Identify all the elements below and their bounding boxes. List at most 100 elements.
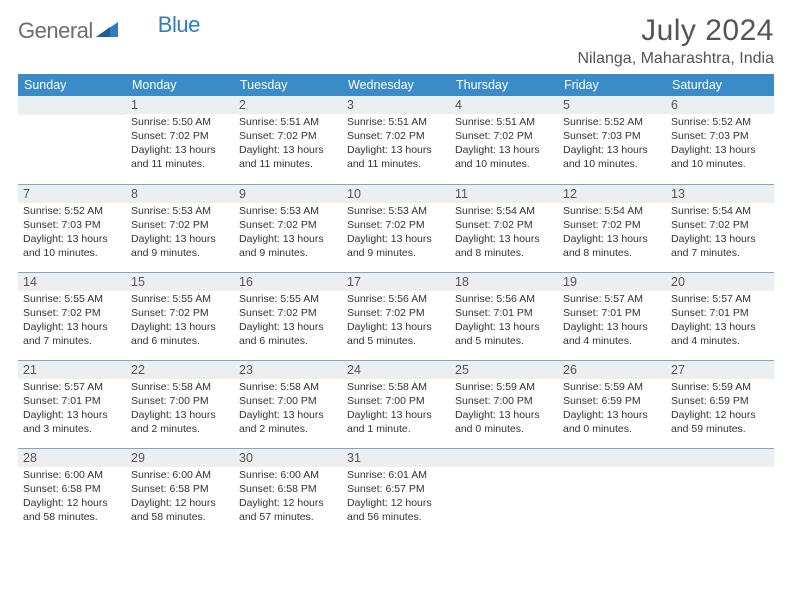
calendar-cell: 19Sunrise: 5:57 AMSunset: 7:01 PMDayligh… xyxy=(558,272,666,360)
day-details: Sunrise: 5:54 AMSunset: 7:02 PMDaylight:… xyxy=(666,203,774,264)
day-details: Sunrise: 5:56 AMSunset: 7:01 PMDaylight:… xyxy=(450,291,558,352)
calendar-cell: 5Sunrise: 5:52 AMSunset: 7:03 PMDaylight… xyxy=(558,96,666,184)
calendar-cell: 17Sunrise: 5:56 AMSunset: 7:02 PMDayligh… xyxy=(342,272,450,360)
calendar-cell: 8Sunrise: 5:53 AMSunset: 7:02 PMDaylight… xyxy=(126,184,234,272)
day-details: Sunrise: 5:57 AMSunset: 7:01 PMDaylight:… xyxy=(558,291,666,352)
day-number: 18 xyxy=(450,272,558,291)
day-number: 7 xyxy=(18,184,126,203)
calendar-cell-empty xyxy=(450,448,558,536)
logo-text-blue: Blue xyxy=(158,12,200,38)
day-number: 24 xyxy=(342,360,450,379)
day-details: Sunrise: 6:01 AMSunset: 6:57 PMDaylight:… xyxy=(342,467,450,528)
calendar-cell: 16Sunrise: 5:55 AMSunset: 7:02 PMDayligh… xyxy=(234,272,342,360)
day-number: 11 xyxy=(450,184,558,203)
calendar-row: 21Sunrise: 5:57 AMSunset: 7:01 PMDayligh… xyxy=(18,360,774,448)
day-number: 9 xyxy=(234,184,342,203)
day-number: 8 xyxy=(126,184,234,203)
day-details: Sunrise: 5:55 AMSunset: 7:02 PMDaylight:… xyxy=(234,291,342,352)
weekday-header: Monday xyxy=(126,74,234,96)
weekday-header: Saturday xyxy=(666,74,774,96)
day-details: Sunrise: 5:55 AMSunset: 7:02 PMDaylight:… xyxy=(18,291,126,352)
day-number: 25 xyxy=(450,360,558,379)
day-number: 28 xyxy=(18,448,126,467)
calendar-cell: 11Sunrise: 5:54 AMSunset: 7:02 PMDayligh… xyxy=(450,184,558,272)
day-number: 16 xyxy=(234,272,342,291)
calendar-cell: 10Sunrise: 5:53 AMSunset: 7:02 PMDayligh… xyxy=(342,184,450,272)
calendar-cell: 29Sunrise: 6:00 AMSunset: 6:58 PMDayligh… xyxy=(126,448,234,536)
calendar-cell: 30Sunrise: 6:00 AMSunset: 6:58 PMDayligh… xyxy=(234,448,342,536)
day-number: 20 xyxy=(666,272,774,291)
location-text: Nilanga, Maharashtra, India xyxy=(577,50,774,68)
title-block: July 2024 Nilanga, Maharashtra, India xyxy=(577,14,774,68)
day-details: Sunrise: 5:52 AMSunset: 7:03 PMDaylight:… xyxy=(18,203,126,264)
calendar-cell: 1Sunrise: 5:50 AMSunset: 7:02 PMDaylight… xyxy=(126,96,234,184)
day-number: 1 xyxy=(126,96,234,114)
day-details: Sunrise: 5:57 AMSunset: 7:01 PMDaylight:… xyxy=(666,291,774,352)
calendar-cell: 23Sunrise: 5:58 AMSunset: 7:00 PMDayligh… xyxy=(234,360,342,448)
day-details: Sunrise: 5:53 AMSunset: 7:02 PMDaylight:… xyxy=(126,203,234,264)
calendar-cell: 4Sunrise: 5:51 AMSunset: 7:02 PMDaylight… xyxy=(450,96,558,184)
day-number: 19 xyxy=(558,272,666,291)
calendar-cell: 25Sunrise: 5:59 AMSunset: 7:00 PMDayligh… xyxy=(450,360,558,448)
day-details: Sunrise: 5:56 AMSunset: 7:02 PMDaylight:… xyxy=(342,291,450,352)
calendar-cell: 2Sunrise: 5:51 AMSunset: 7:02 PMDaylight… xyxy=(234,96,342,184)
day-number xyxy=(558,448,666,467)
calendar-cell: 18Sunrise: 5:56 AMSunset: 7:01 PMDayligh… xyxy=(450,272,558,360)
calendar-body: 1Sunrise: 5:50 AMSunset: 7:02 PMDaylight… xyxy=(18,96,774,536)
day-number xyxy=(666,448,774,467)
day-number: 5 xyxy=(558,96,666,114)
header: General Blue July 2024 Nilanga, Maharash… xyxy=(18,14,774,68)
calendar-cell-empty xyxy=(558,448,666,536)
day-number: 14 xyxy=(18,272,126,291)
logo-text-general: General xyxy=(18,18,93,44)
calendar-cell: 20Sunrise: 5:57 AMSunset: 7:01 PMDayligh… xyxy=(666,272,774,360)
day-details: Sunrise: 5:58 AMSunset: 7:00 PMDaylight:… xyxy=(234,379,342,440)
day-details: Sunrise: 5:53 AMSunset: 7:02 PMDaylight:… xyxy=(234,203,342,264)
day-details: Sunrise: 6:00 AMSunset: 6:58 PMDaylight:… xyxy=(234,467,342,528)
day-details: Sunrise: 5:51 AMSunset: 7:02 PMDaylight:… xyxy=(234,114,342,175)
day-details: Sunrise: 5:59 AMSunset: 6:59 PMDaylight:… xyxy=(666,379,774,440)
day-details: Sunrise: 5:50 AMSunset: 7:02 PMDaylight:… xyxy=(126,114,234,175)
day-number: 3 xyxy=(342,96,450,114)
logo-triangle-icon xyxy=(96,21,118,42)
calendar-cell: 6Sunrise: 5:52 AMSunset: 7:03 PMDaylight… xyxy=(666,96,774,184)
day-details: Sunrise: 5:55 AMSunset: 7:02 PMDaylight:… xyxy=(126,291,234,352)
calendar-cell: 15Sunrise: 5:55 AMSunset: 7:02 PMDayligh… xyxy=(126,272,234,360)
calendar-row: 28Sunrise: 6:00 AMSunset: 6:58 PMDayligh… xyxy=(18,448,774,536)
calendar-row: 1Sunrise: 5:50 AMSunset: 7:02 PMDaylight… xyxy=(18,96,774,184)
day-number: 4 xyxy=(450,96,558,114)
calendar-cell: 9Sunrise: 5:53 AMSunset: 7:02 PMDaylight… xyxy=(234,184,342,272)
logo: General Blue xyxy=(18,18,200,44)
weekday-header: Wednesday xyxy=(342,74,450,96)
page-title: July 2024 xyxy=(577,14,774,48)
day-number: 30 xyxy=(234,448,342,467)
day-details: Sunrise: 5:53 AMSunset: 7:02 PMDaylight:… xyxy=(342,203,450,264)
calendar-cell-empty xyxy=(666,448,774,536)
day-details: Sunrise: 6:00 AMSunset: 6:58 PMDaylight:… xyxy=(126,467,234,528)
weekday-header-row: SundayMondayTuesdayWednesdayThursdayFrid… xyxy=(18,74,774,96)
day-details: Sunrise: 5:52 AMSunset: 7:03 PMDaylight:… xyxy=(666,114,774,175)
calendar-cell: 27Sunrise: 5:59 AMSunset: 6:59 PMDayligh… xyxy=(666,360,774,448)
day-number: 22 xyxy=(126,360,234,379)
day-number: 27 xyxy=(666,360,774,379)
day-details: Sunrise: 5:58 AMSunset: 7:00 PMDaylight:… xyxy=(342,379,450,440)
day-details: Sunrise: 5:58 AMSunset: 7:00 PMDaylight:… xyxy=(126,379,234,440)
calendar-cell: 14Sunrise: 5:55 AMSunset: 7:02 PMDayligh… xyxy=(18,272,126,360)
day-number: 31 xyxy=(342,448,450,467)
calendar-cell: 31Sunrise: 6:01 AMSunset: 6:57 PMDayligh… xyxy=(342,448,450,536)
day-number xyxy=(18,96,126,115)
weekday-header: Tuesday xyxy=(234,74,342,96)
day-number: 23 xyxy=(234,360,342,379)
day-details: Sunrise: 5:54 AMSunset: 7:02 PMDaylight:… xyxy=(558,203,666,264)
calendar-row: 14Sunrise: 5:55 AMSunset: 7:02 PMDayligh… xyxy=(18,272,774,360)
calendar-cell: 28Sunrise: 6:00 AMSunset: 6:58 PMDayligh… xyxy=(18,448,126,536)
weekday-header: Friday xyxy=(558,74,666,96)
weekday-header: Thursday xyxy=(450,74,558,96)
calendar-row: 7Sunrise: 5:52 AMSunset: 7:03 PMDaylight… xyxy=(18,184,774,272)
calendar-cell: 26Sunrise: 5:59 AMSunset: 6:59 PMDayligh… xyxy=(558,360,666,448)
calendar-table: SundayMondayTuesdayWednesdayThursdayFrid… xyxy=(18,74,774,536)
day-number: 12 xyxy=(558,184,666,203)
day-number: 17 xyxy=(342,272,450,291)
day-details: Sunrise: 5:51 AMSunset: 7:02 PMDaylight:… xyxy=(450,114,558,175)
day-number: 21 xyxy=(18,360,126,379)
